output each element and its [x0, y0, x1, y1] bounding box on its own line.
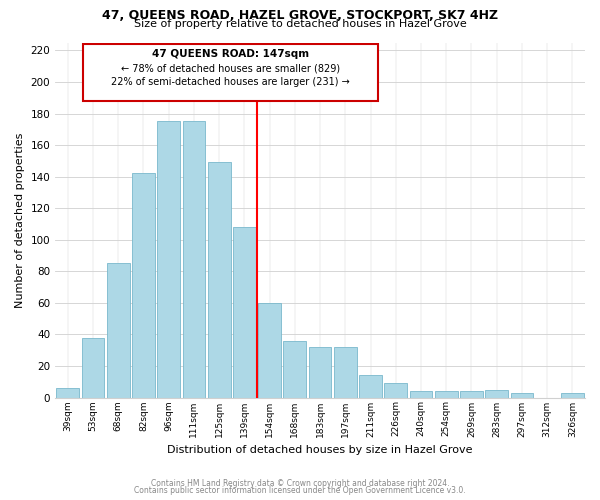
FancyBboxPatch shape — [83, 44, 378, 101]
Bar — [233, 227, 256, 398]
Text: Size of property relative to detached houses in Hazel Grove: Size of property relative to detached ho… — [134, 19, 466, 29]
Text: Contains public sector information licensed under the Open Government Licence v3: Contains public sector information licen… — [134, 486, 466, 495]
Bar — [258, 303, 281, 398]
Bar — [410, 391, 433, 398]
Bar — [511, 393, 533, 398]
Bar — [132, 174, 155, 398]
Bar — [334, 347, 356, 398]
Bar — [107, 264, 130, 398]
Bar — [283, 340, 306, 398]
Bar — [309, 347, 331, 398]
Bar — [561, 393, 584, 398]
Bar — [485, 390, 508, 398]
X-axis label: Distribution of detached houses by size in Hazel Grove: Distribution of detached houses by size … — [167, 445, 473, 455]
Bar — [435, 391, 458, 398]
Bar — [208, 162, 230, 398]
Bar — [82, 338, 104, 398]
Bar — [359, 376, 382, 398]
Bar — [460, 391, 483, 398]
Text: ← 78% of detached houses are smaller (829): ← 78% of detached houses are smaller (82… — [121, 63, 340, 73]
Text: Contains HM Land Registry data © Crown copyright and database right 2024.: Contains HM Land Registry data © Crown c… — [151, 478, 449, 488]
Text: 47 QUEENS ROAD: 147sqm: 47 QUEENS ROAD: 147sqm — [152, 49, 309, 59]
Bar — [157, 122, 180, 398]
Bar — [56, 388, 79, 398]
Bar — [385, 384, 407, 398]
Text: 22% of semi-detached houses are larger (231) →: 22% of semi-detached houses are larger (… — [111, 77, 350, 87]
Bar — [182, 122, 205, 398]
Text: 47, QUEENS ROAD, HAZEL GROVE, STOCKPORT, SK7 4HZ: 47, QUEENS ROAD, HAZEL GROVE, STOCKPORT,… — [102, 9, 498, 22]
Y-axis label: Number of detached properties: Number of detached properties — [15, 132, 25, 308]
